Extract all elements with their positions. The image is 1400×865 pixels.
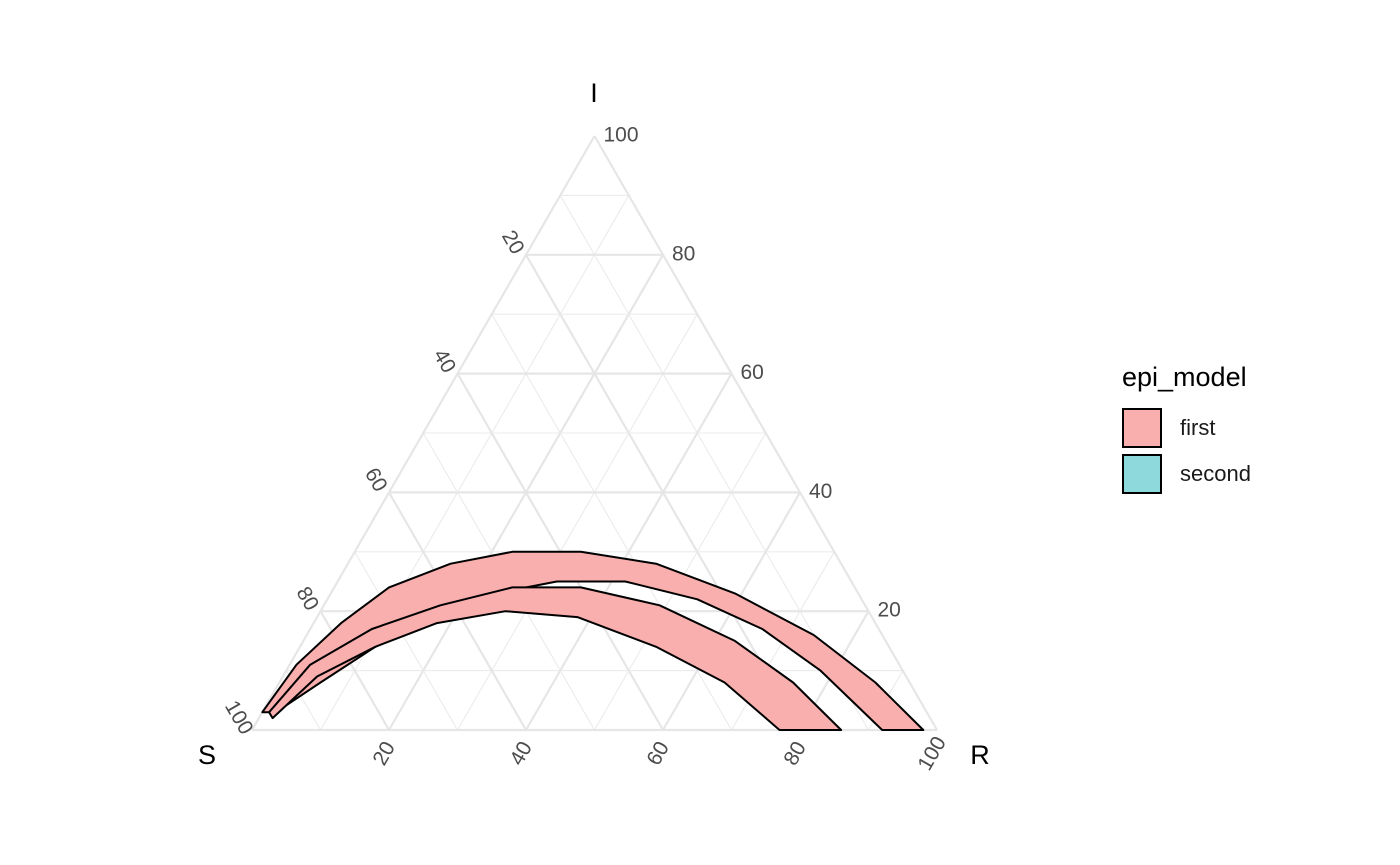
tick-s-40: 40: [429, 345, 461, 377]
vertex-label-top: I: [590, 78, 598, 108]
tick-i-40: 40: [809, 480, 832, 503]
tick-s-100: 100: [220, 697, 257, 739]
tick-r-80: 80: [779, 738, 811, 770]
legend-key-first: [1122, 408, 1162, 448]
data-bands: [261, 550, 925, 731]
triangle-edge-left: [251, 135, 596, 731]
legend-label-second: second: [1180, 461, 1251, 486]
gridline-r: [457, 313, 698, 731]
legend-label-first: first: [1180, 415, 1216, 440]
tick-r-60: 60: [642, 738, 674, 770]
gridline-s: [354, 551, 458, 731]
triangle-edge-right: [593, 135, 938, 731]
band-first-1: [268, 586, 843, 731]
legend-item-first: first: [1122, 405, 1251, 451]
tick-i-60: 60: [741, 361, 764, 384]
legend-item-second: second: [1122, 451, 1251, 497]
tick-i-20: 20: [878, 599, 901, 622]
tick-s-60: 60: [360, 464, 392, 496]
tick-i-100: 100: [604, 124, 639, 147]
vertex-label-left: S: [198, 740, 216, 770]
tick-r-20: 20: [368, 738, 400, 770]
tick-s-20: 20: [497, 226, 529, 258]
tick-i-80: 80: [672, 242, 695, 265]
legend-title: epi_model: [1122, 362, 1247, 392]
legend: epi_model first second: [1122, 362, 1251, 497]
tick-r-40: 40: [505, 738, 537, 770]
vertex-label-right: R: [970, 740, 990, 770]
tick-s-80: 80: [292, 583, 324, 615]
legend-key-second: [1122, 454, 1162, 494]
tick-r-100: 100: [913, 733, 950, 775]
